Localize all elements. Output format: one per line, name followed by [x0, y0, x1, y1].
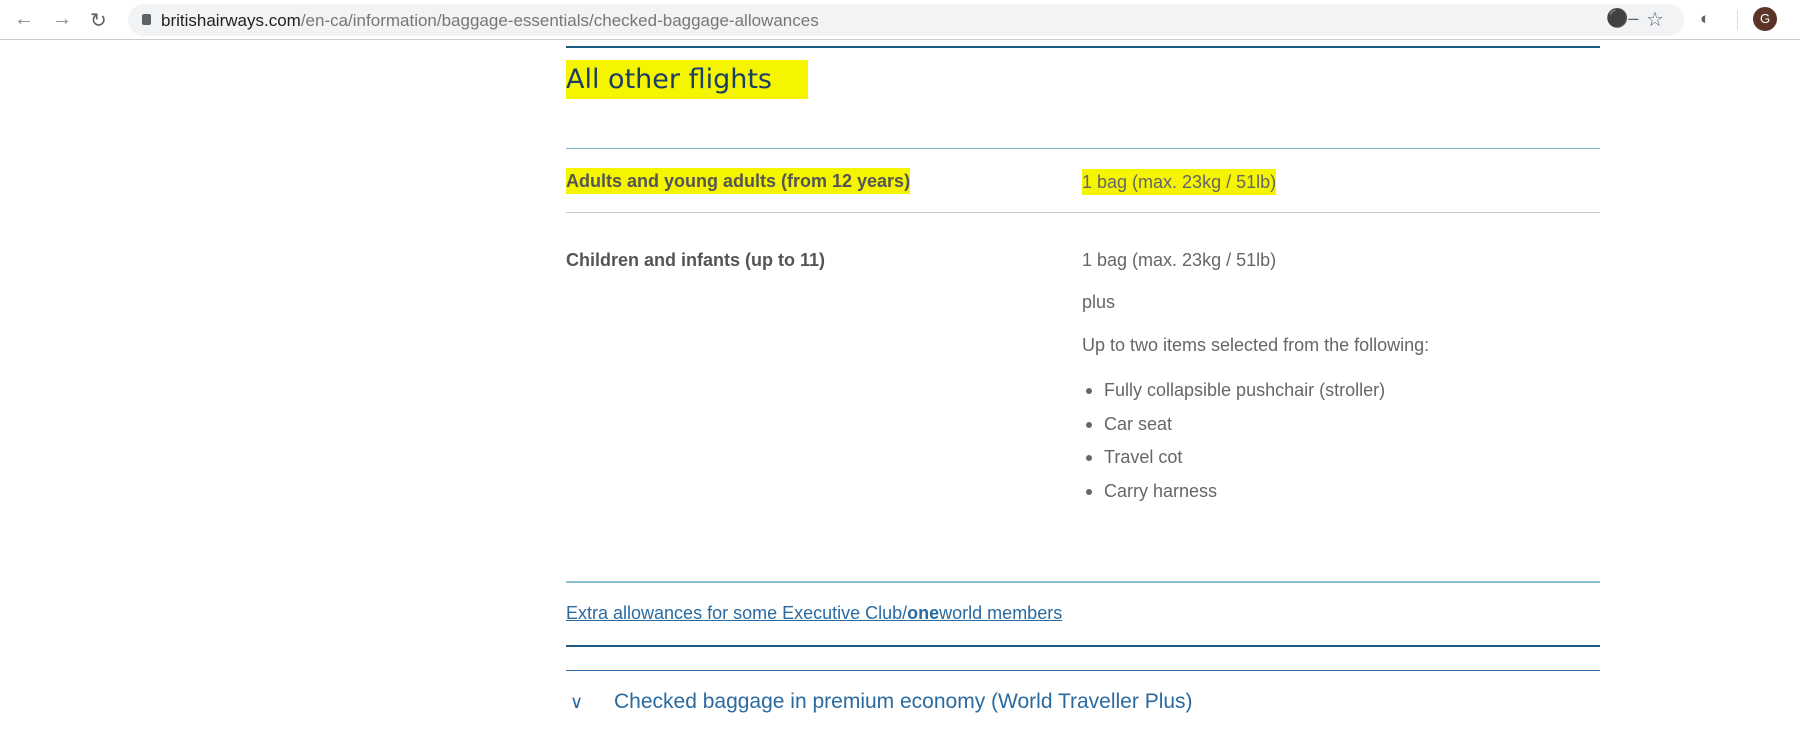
row-label-children: Children and infants (up to 11): [566, 250, 826, 270]
section-title: All other flights: [566, 60, 808, 99]
section-top-rule: [566, 46, 1600, 48]
back-icon[interactable]: ←: [14, 8, 34, 30]
chevron-down-icon: ∨: [570, 692, 584, 712]
toolbar-separator: [1737, 10, 1738, 30]
extension-icon[interactable]: ◐: [1700, 9, 1711, 28]
list-item: Travel cot: [1082, 447, 1385, 481]
reload-icon[interactable]: ↻: [90, 10, 107, 32]
row-label-adults: Adults and young adults (from 12 years): [566, 168, 911, 194]
accordion-premium-economy[interactable]: ∨ Checked baggage in premium economy (Wor…: [566, 690, 1193, 714]
divider: [566, 148, 1600, 149]
accordion-label: Checked baggage in premium economy (Worl…: [614, 690, 1193, 713]
row-value-adults: 1 bag (max. 23kg / 51lb): [1082, 169, 1277, 195]
list-item: Fully collapsible pushchair (stroller): [1082, 380, 1385, 414]
lock-icon: [142, 14, 151, 25]
row-value-children: 1 bag (max. 23kg / 51lb): [1082, 250, 1277, 270]
plus-text: plus: [1082, 292, 1116, 312]
divider: [566, 212, 1600, 213]
section-bottom-rule: [566, 645, 1600, 647]
divider: [566, 581, 1600, 583]
avatar[interactable]: G: [1753, 7, 1777, 31]
address-bar[interactable]: britishairways.com/en-ca/information/bag…: [128, 4, 1684, 36]
items-intro: Up to two items selected from the follow…: [1082, 335, 1430, 355]
url-text[interactable]: britishairways.com/en-ca/information/bag…: [161, 11, 819, 31]
key-icon[interactable]: ⚫–: [1606, 8, 1639, 28]
executive-club-link[interactable]: Extra allowances for some Executive Club…: [566, 603, 1063, 623]
star-icon[interactable]: ☆: [1646, 9, 1664, 31]
list-item: Car seat: [1082, 414, 1385, 448]
accordion-top-rule: [566, 670, 1600, 671]
forward-icon[interactable]: →: [52, 8, 72, 30]
items-list: Fully collapsible pushchair (stroller) C…: [1082, 380, 1385, 515]
browser-toolbar: ← → ↻ britishairways.com/en-ca/informati…: [0, 0, 1800, 40]
url-domain: britishairways.com: [161, 11, 301, 30]
url-path: /en-ca/information/baggage-essentials/ch…: [300, 11, 819, 30]
list-item: Carry harness: [1082, 481, 1385, 515]
